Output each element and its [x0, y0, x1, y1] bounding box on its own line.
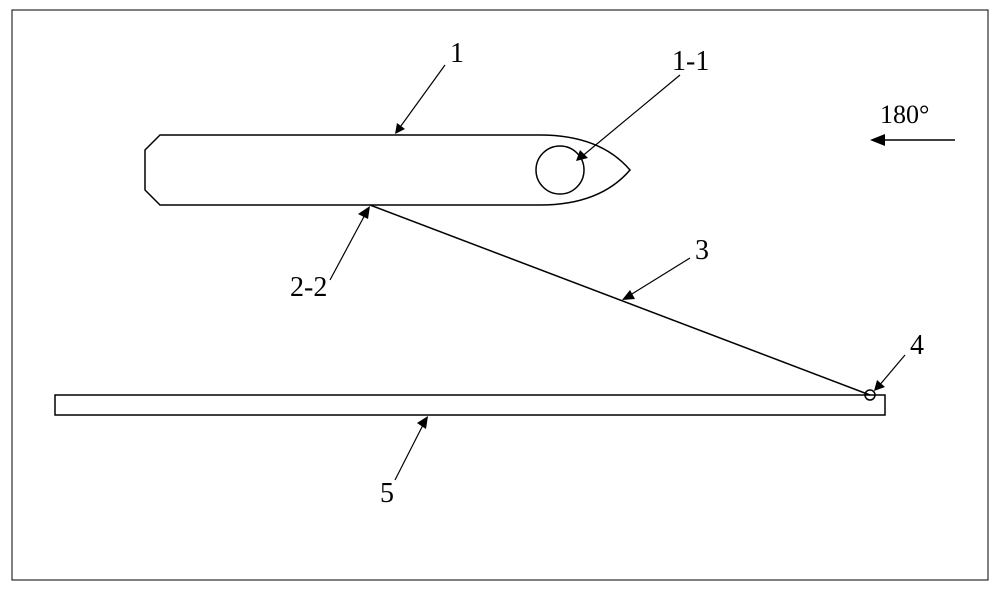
platform	[55, 395, 885, 415]
label-4: 4	[910, 330, 924, 362]
ship-circle	[536, 146, 584, 194]
leader-3-head	[622, 290, 635, 300]
leader-2-2	[330, 211, 367, 280]
leader-4	[878, 355, 905, 387]
label-180: 180°	[880, 100, 929, 130]
outer-frame	[12, 10, 988, 580]
leader-5	[395, 421, 425, 480]
leader-1-1	[580, 75, 680, 158]
leader-3	[627, 258, 690, 297]
label-5: 5	[380, 478, 394, 510]
label-1-1: 1-1	[672, 46, 709, 78]
leader-4-head	[874, 380, 885, 391]
leader-1-head	[395, 123, 405, 134]
label-1: 1	[450, 38, 464, 70]
leader-1-1-head	[576, 150, 588, 161]
label-2-2: 2-2	[290, 272, 327, 304]
cable-line	[370, 205, 870, 395]
leader-1	[398, 65, 445, 130]
arrow-180-head	[870, 134, 885, 146]
diagram-canvas	[0, 0, 1000, 590]
label-3: 3	[695, 235, 709, 267]
